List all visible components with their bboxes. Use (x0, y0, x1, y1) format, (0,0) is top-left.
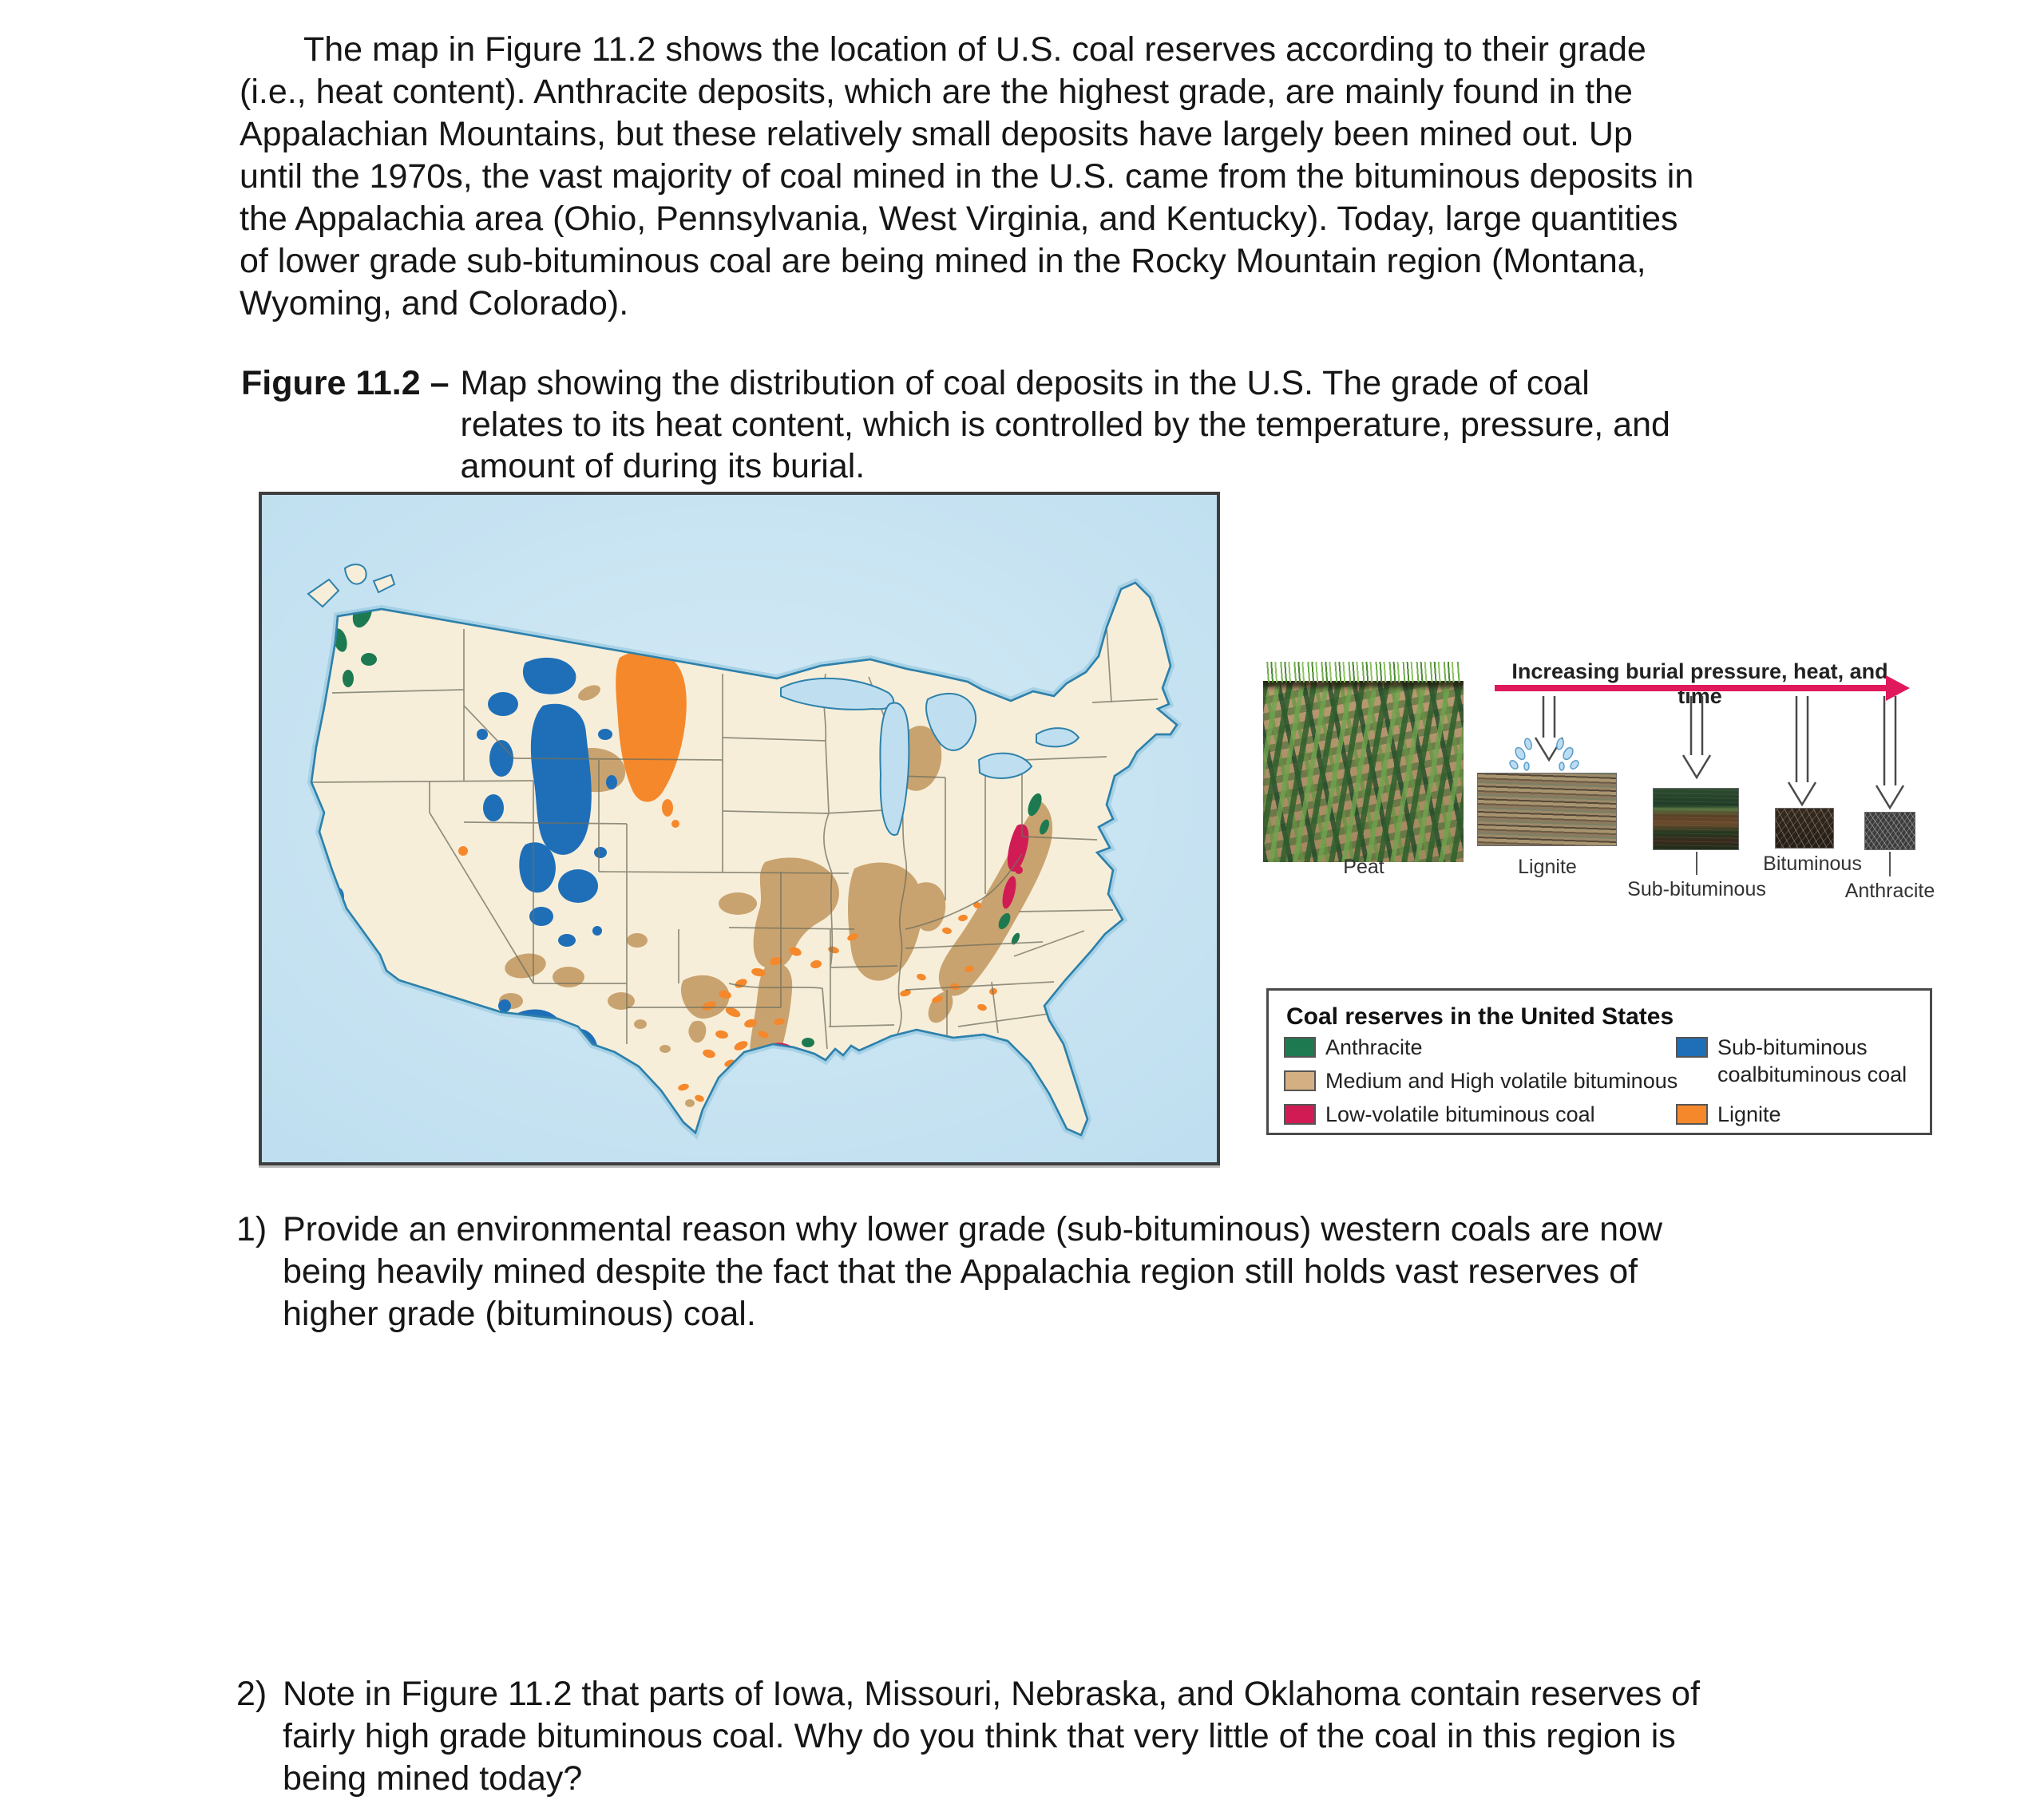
legend-label: Medium and High volatile bituminous (1325, 1069, 1678, 1093)
down-arrows (1534, 696, 1905, 810)
question-1-number: 1) (236, 1210, 267, 1248)
sub-bituminous-sample (1653, 788, 1739, 850)
nw-islands (307, 564, 396, 608)
sub-bituminous-swatch (1676, 1037, 1708, 1058)
question-2-text: Note in Figure 11.2 that parts of Iowa, … (283, 1675, 1701, 1798)
lignite-deposits (315, 650, 997, 1102)
figure-caption-text: Map showing the distribution of coal dep… (460, 364, 1670, 485)
peat-label: Peat (1343, 856, 1384, 878)
question-1: 1) Provide an environmental reason why l… (236, 1209, 1662, 1335)
question-1-text: Provide an environmental reason why lowe… (283, 1210, 1663, 1333)
lignite-sample (1477, 773, 1617, 846)
us-coal-map (262, 495, 1217, 1162)
map-legend: Coal reserves in the United States Anthr… (1266, 988, 1932, 1135)
legend-title: Coal reserves in the United States (1286, 1003, 1674, 1030)
coal-formation-diagram: Increasing burial pressure, heat, and ti… (1246, 655, 1972, 904)
anthracite-sample (1864, 812, 1915, 850)
anthracite-label: Anthracite (1844, 880, 1935, 902)
low-volatile-bituminous-swatch (1284, 1104, 1316, 1125)
question-2: 2) Note in Figure 11.2 that parts of Iow… (236, 1673, 1700, 1800)
bituminous-sample (1775, 808, 1834, 849)
label-connectors (1696, 852, 1891, 876)
legend-label: Sub-bituminous coalbituminous coal (1717, 1035, 1907, 1086)
legend-item-anthracite: Anthracite (1284, 1035, 1423, 1061)
peat-illustration (1263, 662, 1464, 862)
legend-item-sub-bituminous: Sub-bituminous coalbituminous coal (1676, 1035, 1907, 1088)
legend-item-lignite: Lignite (1676, 1102, 1781, 1128)
great-lakes (780, 677, 1080, 836)
legend-label: Anthracite (1325, 1035, 1423, 1059)
figure-caption: Figure 11.2 – Map showing the distributi… (241, 362, 1670, 487)
lignite-label: Lignite (1518, 856, 1577, 878)
us-coal-map-figure (259, 492, 1220, 1165)
legend-item-low-volatile-bituminous: Low-volatile bituminous coal (1284, 1102, 1595, 1128)
legend-item-medium-high-bituminous: Medium and High volatile bituminous (1284, 1069, 1678, 1094)
legend-label: Low-volatile bituminous coal (1325, 1102, 1595, 1126)
anthracite-swatch (1284, 1037, 1316, 1058)
legend-label: Lignite (1717, 1102, 1781, 1126)
bituminous-label: Bituminous (1763, 853, 1862, 875)
question-2-number: 2) (236, 1675, 267, 1713)
us-landmass (307, 564, 1178, 1137)
burial-arrow-head (1886, 675, 1910, 701)
lignite-swatch (1676, 1104, 1708, 1125)
formation-arrows (1495, 675, 1910, 876)
water-droplets (1509, 738, 1579, 771)
sub-bituminous-label: Sub-bituminous (1627, 878, 1766, 900)
intro-paragraph: The map in Figure 11.2 shows the locatio… (240, 30, 1694, 322)
medium-high-bituminous-swatch (1284, 1070, 1316, 1091)
figure-caption-label: Figure 11.2 – (241, 364, 450, 402)
